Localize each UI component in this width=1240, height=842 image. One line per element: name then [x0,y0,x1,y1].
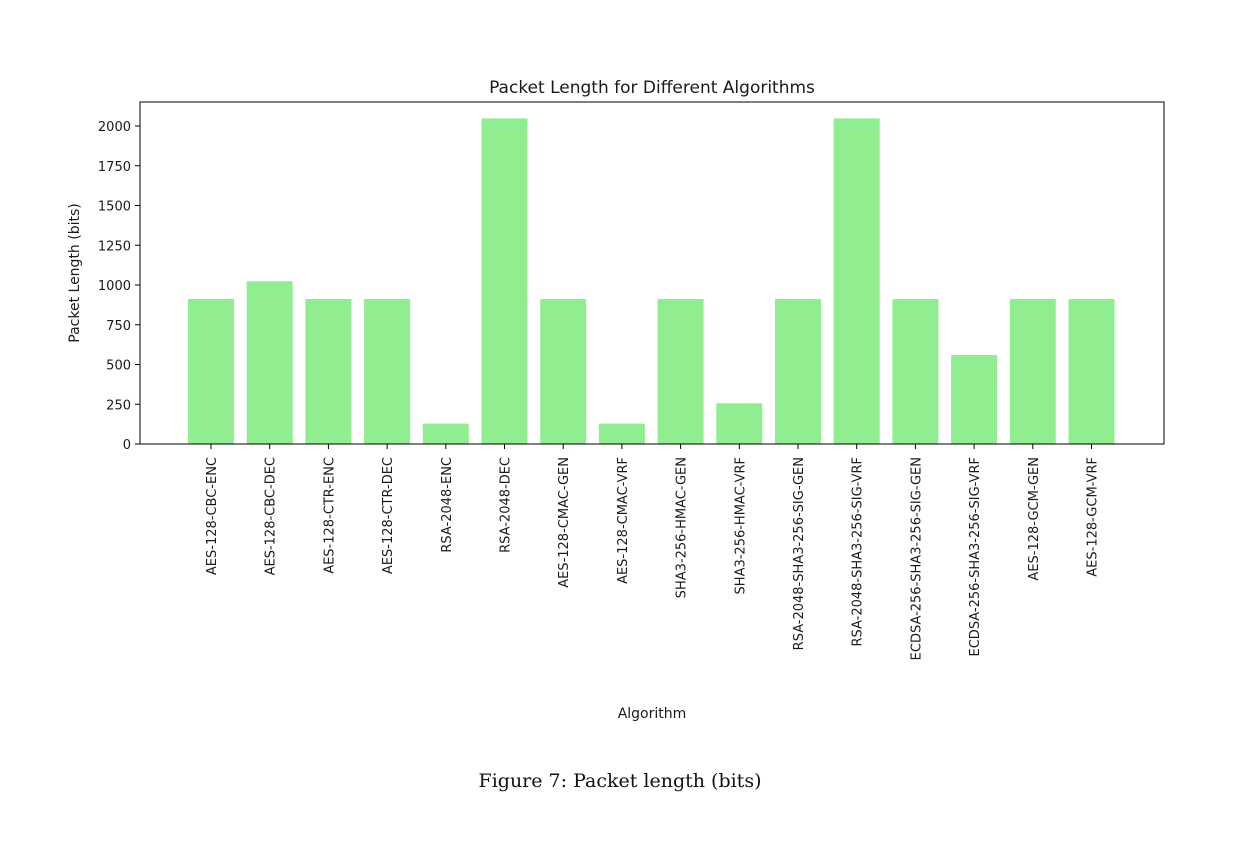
bar-ecdsa-256-sha3-256-sig-vrf [951,355,998,444]
bar-aes-128-cmac-gen [540,299,587,444]
x-tick-label: RSA-2048-SHA3-256-SIG-VRF [851,457,866,646]
bar-aes-128-ctr-enc [305,299,352,444]
x-tick-label: RSA-2048-ENC [440,457,455,553]
y-tick-label: 0 [123,438,131,453]
y-axis-label: Packet Length (bits) [67,203,83,342]
x-tick-label: AES-128-CBC-ENC [205,457,220,575]
bars-group [188,118,1115,445]
chart-title: Packet Length for Different Algorithms [489,78,815,98]
bar-sha3-256-hmac-gen [657,299,704,444]
y-tick-label: 500 [106,359,131,374]
x-tick-label: RSA-2048-SHA3-256-SIG-GEN [792,457,807,650]
x-tick-label: ECDSA-256-SHA3-256-SIG-GEN [909,457,924,660]
x-tick-label: ECDSA-256-SHA3-256-SIG-VRF [968,457,983,656]
x-tick-label: AES-128-CMAC-VRF [616,457,631,584]
bar-sha3-256-hmac-vrf [716,403,763,444]
figure-caption: Figure 7: Packet length (bits) [478,770,762,792]
bar-aes-128-gcm-vrf [1068,299,1115,444]
plot-frame [139,101,1165,445]
y-tick-label: 2000 [98,120,131,135]
x-tick-label: AES-128-CBC-DEC [264,457,279,575]
y-tick-label: 750 [106,319,131,334]
x-tick-label: AES-128-CMAC-GEN [557,457,572,588]
x-tick-label: AES-128-CTR-ENC [322,457,337,574]
x-axis-label: Algorithm [618,706,687,722]
y-tick-label: 1000 [98,279,131,294]
y-tick-label: 1750 [98,160,131,175]
x-tick-label: SHA3-256-HMAC-VRF [733,457,748,594]
y-tick-label: 250 [106,398,131,413]
bar-rsa-2048-sha3-256-sig-vrf [833,118,880,445]
y-axis: 0 250 500 750 1000 1250 1500 1750 2000 [98,120,140,453]
x-tick-label: AES-128-CTR-DEC [381,457,396,574]
bar-rsa-2048-sha3-256-sig-gen [775,299,821,444]
bar-rsa-2048-enc [422,423,469,444]
bar-aes-128-cmac-vrf [598,423,645,444]
bar-ecdsa-256-sha3-256-sig-gen [892,299,939,444]
bar-chart: Packet Length for Different Algorithms 0… [67,78,1165,722]
y-tick-label: 1250 [98,239,131,254]
bar-aes-128-ctr-dec [364,299,411,444]
x-tick-label: AES-128-GCM-VRF [1086,457,1101,577]
x-tick-label: AES-128-GCM-GEN [1027,457,1042,581]
x-tick-label: SHA3-256-HMAC-GEN [675,457,690,598]
bar-aes-128-cbc-dec [246,281,293,444]
bar-aes-128-gcm-gen [1009,299,1056,444]
x-tick-label: RSA-2048-DEC [499,457,514,553]
y-tick-label: 1500 [98,200,131,215]
bar-rsa-2048-dec [481,118,528,445]
bar-aes-128-cbc-enc [188,299,234,444]
x-axis: AES-128-CBC-ENC AES-128-CBC-DEC AES-128-CT… [205,444,1101,660]
